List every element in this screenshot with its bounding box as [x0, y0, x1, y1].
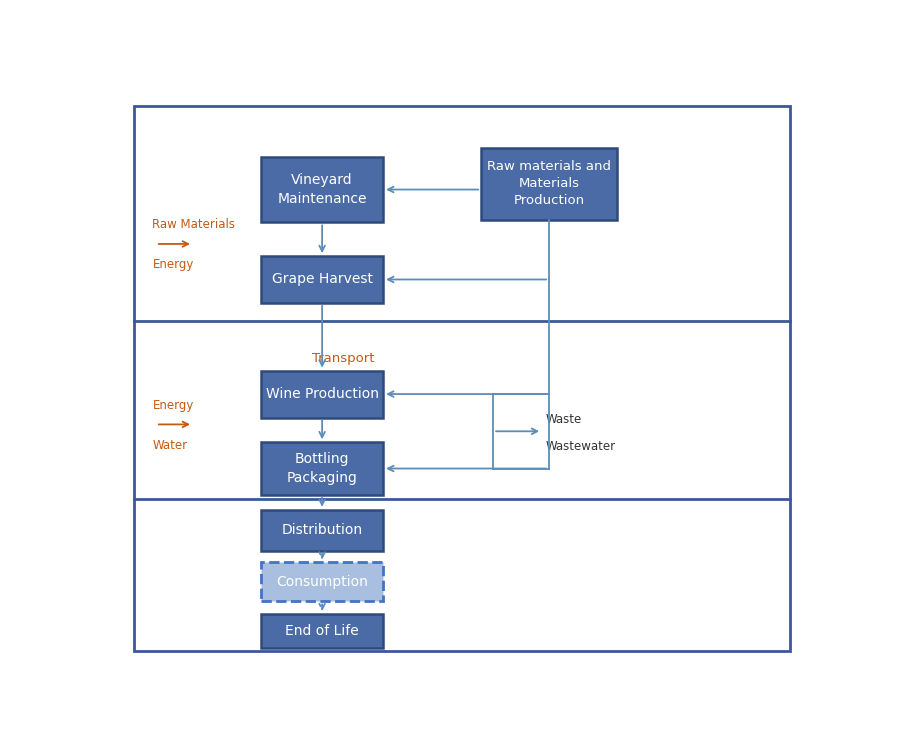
- Text: Water: Water: [152, 439, 187, 452]
- Text: Wine Production: Wine Production: [266, 387, 378, 401]
- FancyBboxPatch shape: [261, 256, 383, 303]
- Text: Transport: Transport: [312, 352, 374, 365]
- FancyBboxPatch shape: [261, 614, 383, 649]
- Text: Energy: Energy: [152, 258, 194, 272]
- Text: Vineyard
Maintenance: Vineyard Maintenance: [278, 173, 367, 206]
- Text: Raw materials and
Materials
Production: Raw materials and Materials Production: [487, 160, 611, 208]
- FancyBboxPatch shape: [261, 371, 383, 417]
- FancyBboxPatch shape: [481, 148, 617, 219]
- Text: Raw Materials: Raw Materials: [152, 218, 235, 231]
- FancyBboxPatch shape: [261, 562, 383, 601]
- FancyBboxPatch shape: [261, 510, 383, 551]
- Text: Distribution: Distribution: [281, 523, 363, 537]
- Text: Wastewater: Wastewater: [545, 440, 615, 453]
- Text: Bottling
Packaging: Bottling Packaging: [287, 452, 358, 485]
- FancyBboxPatch shape: [261, 156, 383, 222]
- Text: Consumption: Consumption: [277, 575, 368, 589]
- Text: Energy: Energy: [152, 399, 194, 412]
- Text: Waste: Waste: [545, 413, 582, 426]
- FancyBboxPatch shape: [261, 442, 383, 495]
- Text: Grape Harvest: Grape Harvest: [271, 272, 373, 286]
- Text: End of Life: End of Life: [286, 624, 359, 638]
